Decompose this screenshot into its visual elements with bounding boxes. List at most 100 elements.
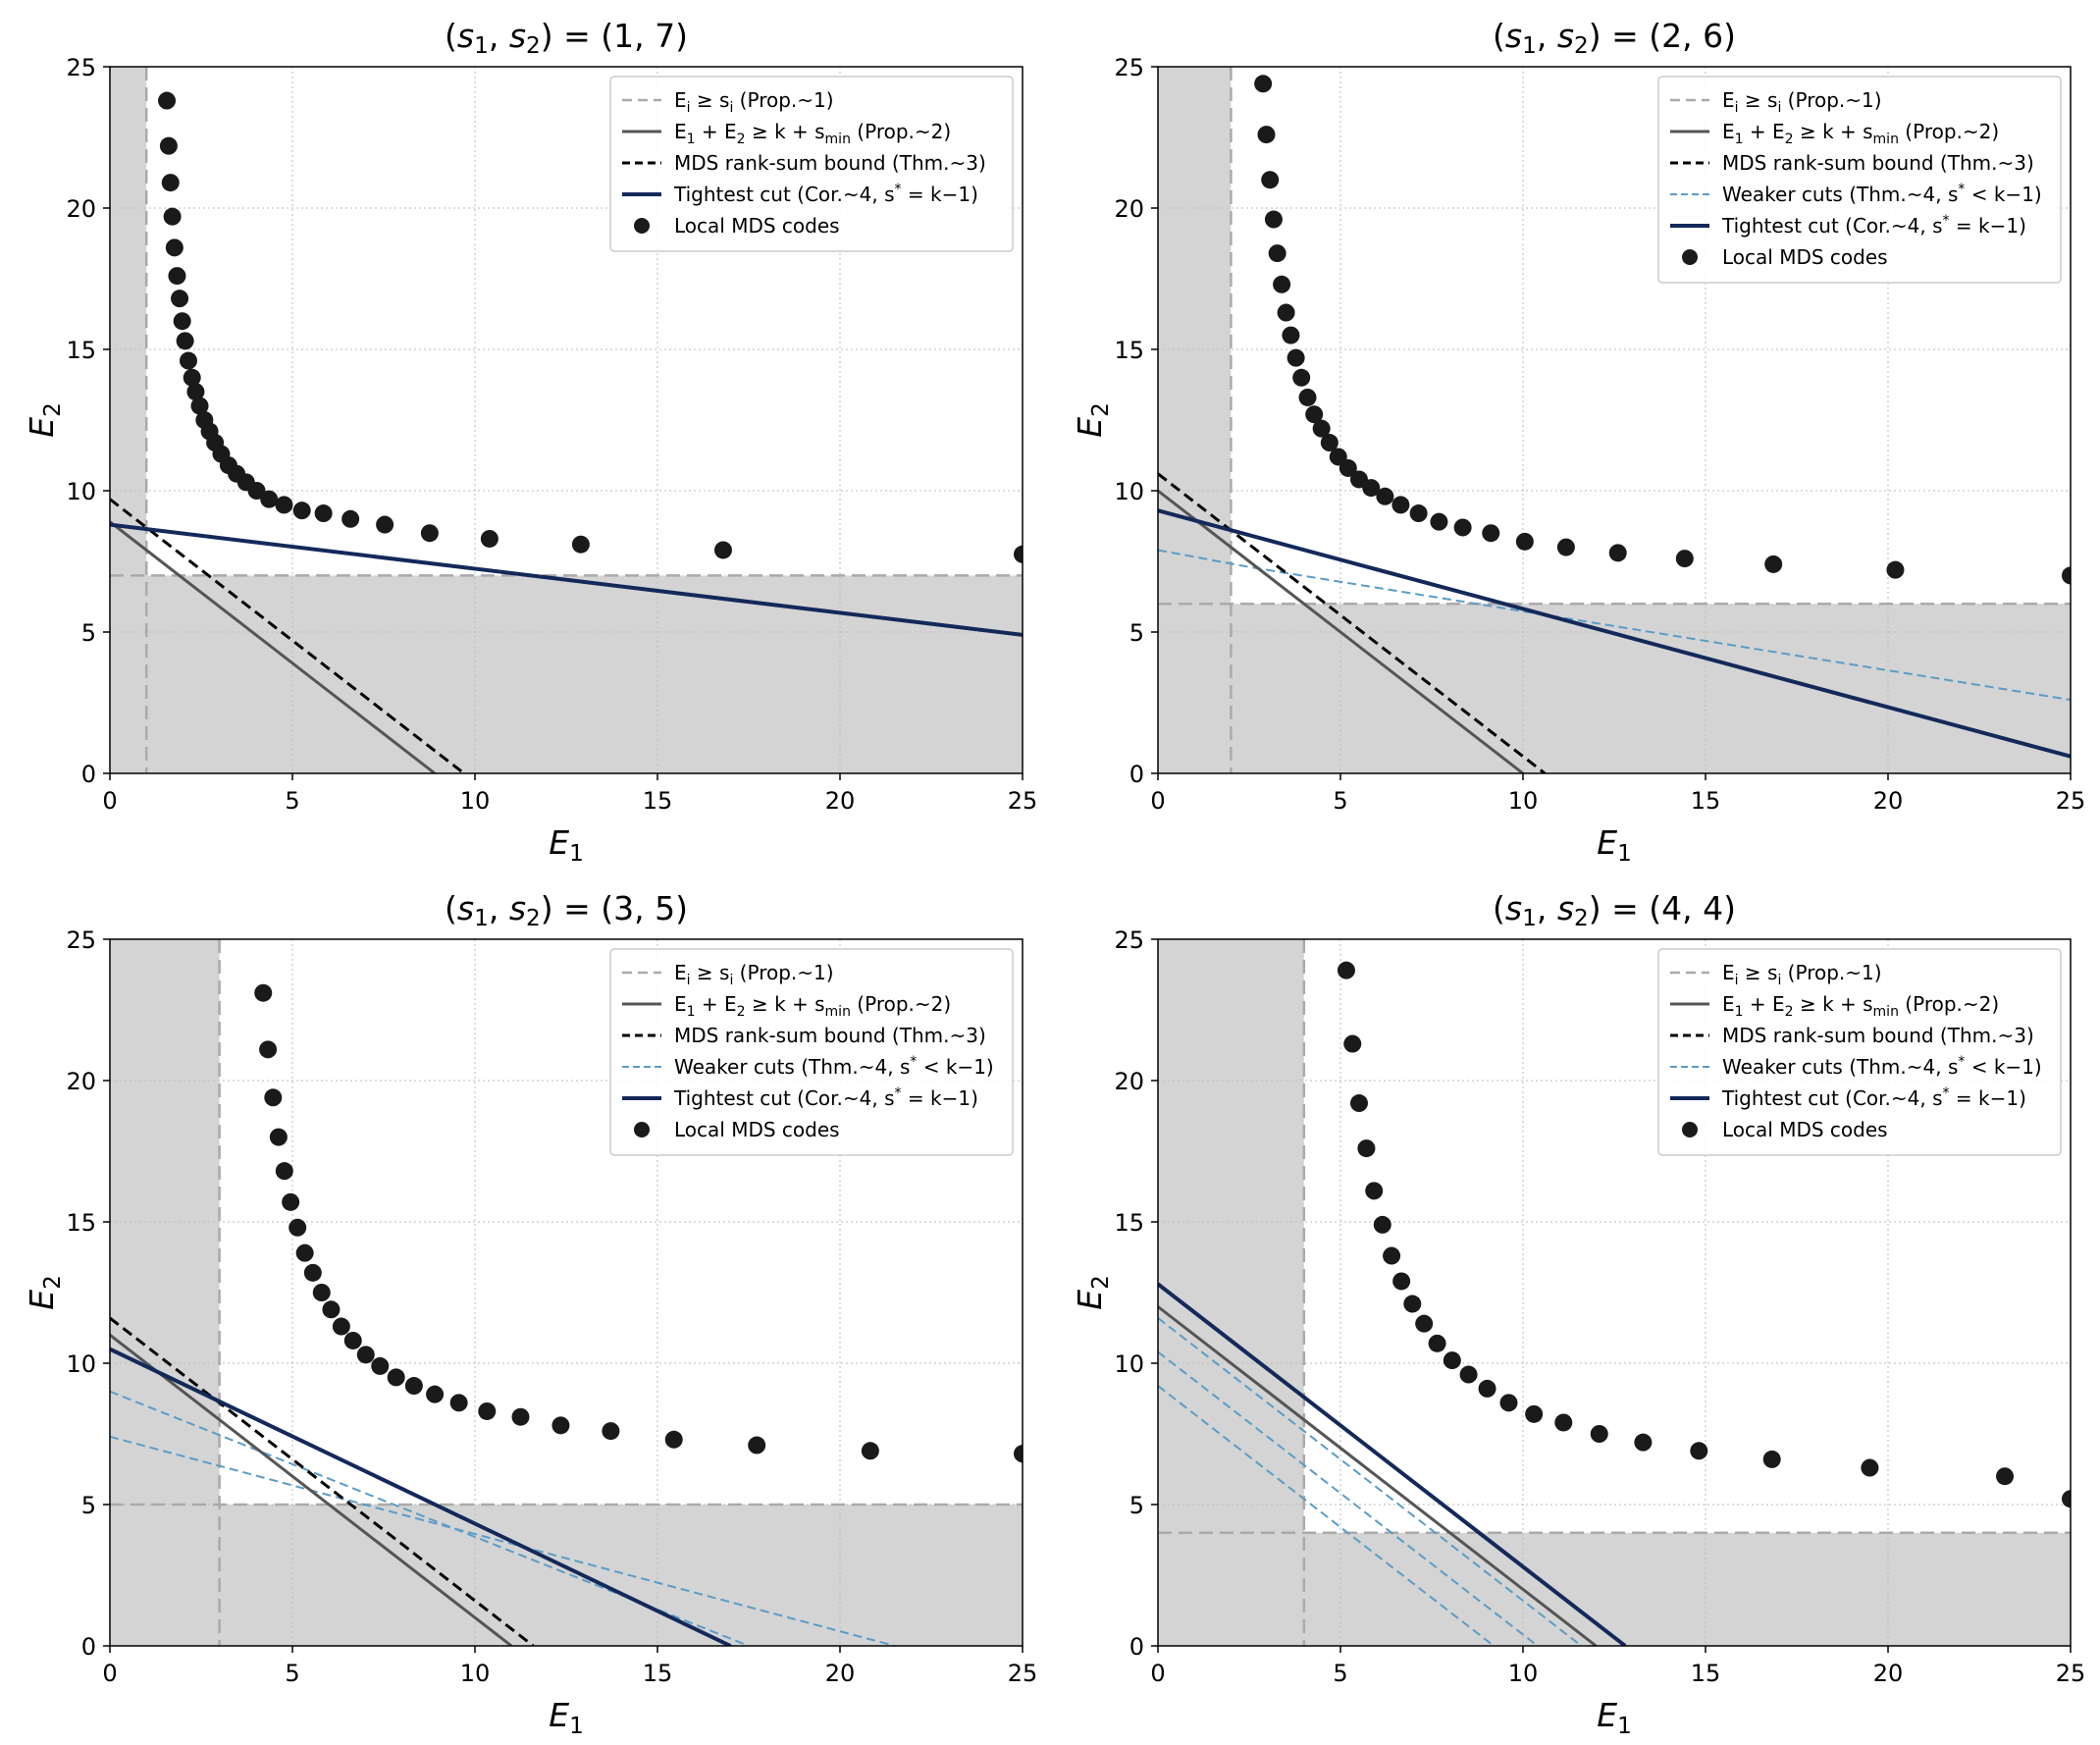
- code-point: [602, 1422, 620, 1441]
- tightest-cut-line: [110, 522, 1023, 637]
- y-tick-label: 15: [66, 337, 96, 364]
- code-point: [247, 482, 266, 500]
- subplot-4: 0 5 10 15 20 25 0 5 10 15 20 25 (s1, s2) = (4, 4) E1 E…: [1071, 889, 2085, 1739]
- legend-label-tightest: Tightest cut (Cor.~4, s* = k−1): [673, 1085, 978, 1110]
- x-axis-label: E1: [1597, 1696, 1632, 1739]
- code-point: [1430, 512, 1448, 531]
- code-point: [1257, 126, 1276, 144]
- plot-area: [110, 939, 1023, 1646]
- code-point: [275, 496, 293, 514]
- x-tick-label: 10: [1508, 787, 1539, 815]
- y-tick-label: 20: [1114, 1068, 1144, 1095]
- code-point: [1482, 524, 1500, 543]
- code-point: [511, 1407, 530, 1426]
- prop2-line: [1158, 489, 1524, 773]
- y-tick-label: 5: [1129, 619, 1144, 647]
- axes-frame: [109, 66, 1024, 774]
- code-point: [426, 1385, 445, 1403]
- code-point: [1286, 348, 1305, 367]
- legend-box: [1657, 76, 2062, 284]
- legend-label-tightest: Tightest cut (Cor.~4, s* = k−1): [1721, 1085, 2026, 1110]
- code-point: [1675, 550, 1694, 568]
- shade-e2-region: [110, 575, 1023, 773]
- x-tick-label: 5: [1333, 787, 1347, 815]
- x-tick-label: 20: [1873, 787, 1904, 815]
- code-point: [295, 1243, 314, 1262]
- code-point: [1376, 487, 1394, 505]
- code-point: [282, 1192, 300, 1211]
- y-tick-label: 15: [66, 1209, 96, 1237]
- code-point: [1554, 1413, 1573, 1432]
- legend-label-prop1: Ei ≥ si (Prop.~1): [1722, 961, 1882, 988]
- code-point: [1383, 1246, 1401, 1265]
- code-point: [161, 174, 180, 192]
- code-point: [1453, 518, 1472, 537]
- code-point: [292, 502, 311, 520]
- x-tick-label: 20: [1873, 1660, 1904, 1687]
- legend-label-mds: MDS rank-sum bound (Thm.~3): [1722, 151, 2034, 175]
- legend-label-prop2: E1 + E2 ≥ k + smin (Prop.~2): [674, 120, 951, 147]
- legend-label-prop1: Ei ≥ si (Prop.~1): [674, 88, 834, 116]
- code-point: [571, 535, 590, 554]
- code-point: [1298, 388, 1317, 406]
- axes-frame: [1157, 938, 2072, 1647]
- legend: Ei ≥ si (Prop.~1) E1 + E2 ≥ k + smin (Pro…: [1657, 948, 2062, 1156]
- code-point: [312, 1284, 331, 1301]
- legend-label-weaker: Weaker cuts (Thm.~4, s* < k−1): [1722, 182, 2042, 206]
- code-point: [1478, 1379, 1496, 1398]
- code-point: [183, 368, 201, 387]
- code-point: [264, 1088, 283, 1107]
- code-point: [1886, 560, 1905, 579]
- x-tick-label: 15: [643, 787, 673, 815]
- legend: Ei ≥ si (Prop.~1) E1 + E2 ≥ k + smin (Pro…: [1657, 76, 2062, 284]
- subplot-1: 0 5 10 15 20 25 0 5 10 15 20 25 (s1, s2) = (1, 7) E1 E…: [23, 17, 1037, 867]
- code-point: [376, 515, 394, 534]
- code-point: [2062, 1490, 2071, 1508]
- y-tick-label: 15: [1114, 1209, 1144, 1237]
- legend-box: [609, 76, 1014, 252]
- code-point: [341, 509, 360, 528]
- code-point: [1362, 479, 1381, 498]
- legend-label-codes: Local MDS codes: [674, 1118, 840, 1141]
- code-point: [275, 1162, 293, 1181]
- code-point: [159, 136, 178, 155]
- y-tick-label: 25: [66, 54, 96, 81]
- code-point: [1459, 1365, 1478, 1384]
- weaker-cut-line-1: [1158, 549, 2071, 702]
- code-point: [165, 238, 184, 257]
- code-point: [176, 332, 194, 350]
- x-tick-label: 5: [285, 787, 299, 815]
- x-tick-label: 25: [1008, 1660, 1038, 1687]
- x-tick-label: 5: [285, 1660, 299, 1687]
- legend-label-tightest: Tightest cut (Cor.~4, s* = k−1): [1721, 213, 2026, 238]
- y-tick-label: 20: [66, 195, 96, 223]
- code-point: [1273, 275, 1291, 293]
- code-point: [1349, 1094, 1368, 1113]
- legend-marker-codes: [1682, 1122, 1698, 1137]
- code-point: [163, 207, 182, 226]
- weaker-cut-line-1: [110, 1390, 750, 1646]
- code-point: [1415, 1314, 1434, 1333]
- y-axis-label: E2: [23, 1275, 66, 1310]
- code-point: [664, 1430, 683, 1449]
- code-point: [420, 524, 439, 543]
- code-point: [371, 1356, 390, 1375]
- x-axis-label: E1: [549, 1696, 584, 1739]
- mds-bound-line: [110, 498, 465, 773]
- y-tick-label: 25: [66, 926, 96, 954]
- code-point: [259, 1040, 278, 1059]
- code-point: [449, 1394, 468, 1412]
- code-point: [1515, 532, 1534, 551]
- subplot-title: (s1, s2) = (4, 4): [1493, 889, 1736, 931]
- code-point: [1014, 1445, 1023, 1463]
- code-point: [303, 1263, 322, 1282]
- x-tick-label: 25: [2056, 1660, 2086, 1687]
- code-point: [1268, 244, 1286, 263]
- y-tick-label: 0: [81, 761, 96, 788]
- legend-label-codes: Local MDS codes: [674, 214, 840, 238]
- code-point: [1403, 1295, 1422, 1313]
- shade-e2-region: [110, 1505, 1023, 1646]
- code-point: [1264, 210, 1283, 229]
- code-point: [190, 397, 209, 415]
- y-tick-label: 10: [66, 478, 96, 505]
